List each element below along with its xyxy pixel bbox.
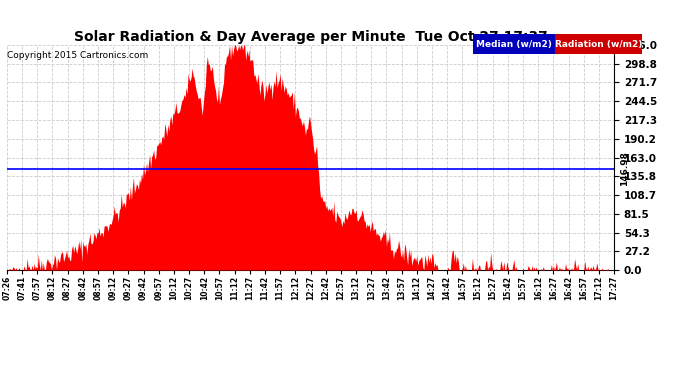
Text: Median (w/m2): Median (w/m2) xyxy=(476,40,552,49)
Text: 146.98: 146.98 xyxy=(0,151,1,186)
Text: 146.98: 146.98 xyxy=(620,151,629,186)
Title: Solar Radiation & Day Average per Minute  Tue Oct 27 17:37: Solar Radiation & Day Average per Minute… xyxy=(74,30,547,44)
Text: Radiation (w/m2): Radiation (w/m2) xyxy=(555,40,642,49)
Text: Copyright 2015 Cartronics.com: Copyright 2015 Cartronics.com xyxy=(7,51,148,60)
